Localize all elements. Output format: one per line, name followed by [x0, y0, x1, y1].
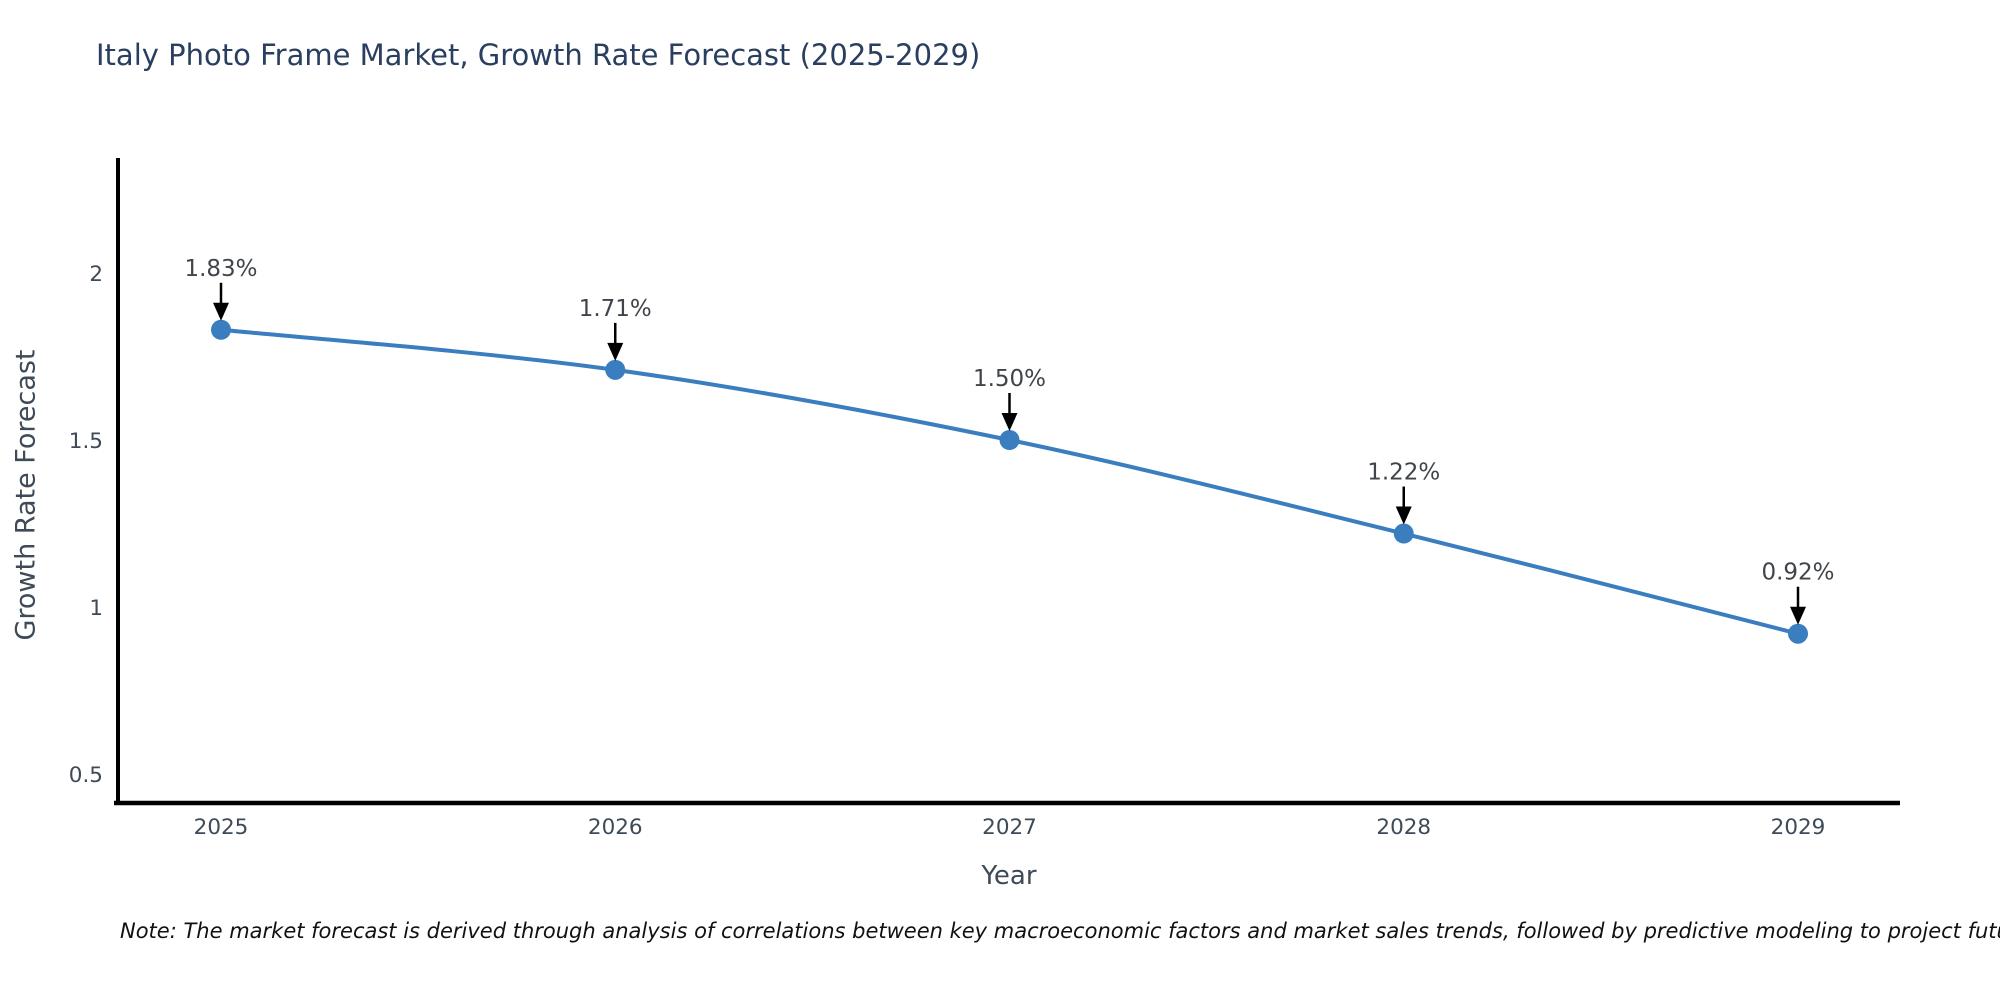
chart-title: Italy Photo Frame Market, Growth Rate Fo… [96, 38, 981, 72]
y-axis-tick-label: 1 [89, 596, 103, 621]
data-point-value-label: 1.83% [184, 256, 257, 282]
data-point-marker [999, 430, 1020, 450]
y-axis-tick-label: 2 [89, 262, 103, 287]
y-axis-tick-label: 0.5 [69, 763, 103, 788]
data-point-value-label: 1.71% [579, 296, 652, 322]
data-point-value-label: 1.22% [1367, 460, 1440, 486]
annotation-arrow-head [1001, 413, 1018, 431]
x-axis-tick-label: 2025 [194, 815, 249, 840]
annotation-arrow-head [213, 302, 229, 321]
x-axis-tick-label: 2028 [1376, 815, 1431, 840]
x-axis-tick-label: 2027 [982, 815, 1037, 840]
x-axis-tick-label: 2029 [1771, 815, 1826, 840]
data-point-marker [605, 359, 626, 380]
data-point-value-label: 1.50% [973, 366, 1046, 392]
y-axis-tick-label: 1.5 [69, 429, 103, 454]
data-point-value-label: 0.92% [1761, 560, 1834, 586]
x-axis-title: Year [981, 861, 1037, 891]
data-point-marker [211, 319, 231, 340]
annotation-arrow-head [1790, 606, 1806, 625]
footnote-text: Note: The market forecast is derived thr… [120, 919, 2000, 943]
data-point-marker [1788, 623, 1808, 644]
annotation-arrow-head [1395, 506, 1412, 525]
data-point-marker [1393, 523, 1414, 544]
x-axis-tick-label: 2026 [588, 815, 643, 840]
annotation-arrow-head [607, 342, 624, 361]
y-axis-title: Growth Rate Forecast [10, 349, 42, 641]
